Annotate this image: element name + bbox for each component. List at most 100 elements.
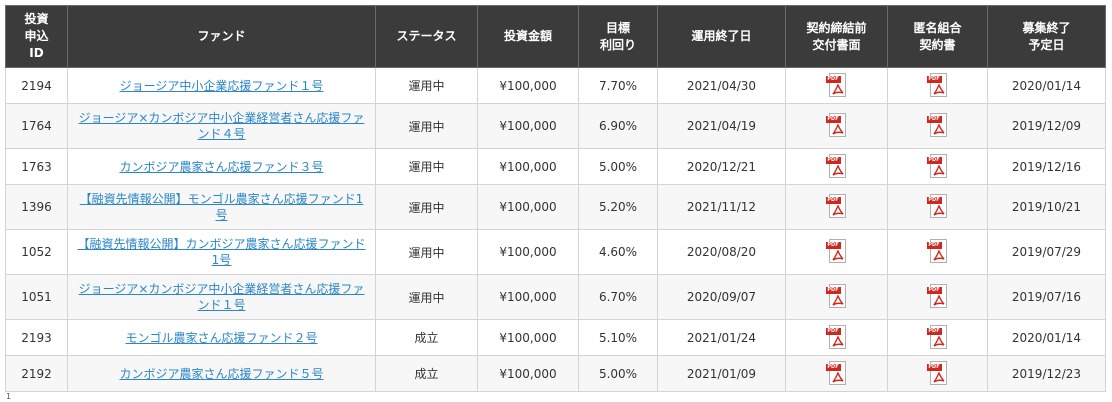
fund-link[interactable]: モンゴル農家さん応援ファンド２号 bbox=[125, 330, 318, 345]
cell-operation-end-date: 2020/09/07 bbox=[657, 274, 786, 320]
cell-target-yield: 6.90% bbox=[578, 103, 658, 149]
cell-target-yield: 5.00% bbox=[578, 148, 658, 185]
table-row: 1763 カンボジア農家さん応援ファンド３号 運用中 ¥100,000 5.00% 202… bbox=[5, 148, 1106, 185]
cell-operation-end-date: 2021/11/12 bbox=[657, 184, 786, 230]
cell-operation-end-date: 2021/01/24 bbox=[657, 319, 786, 356]
fund-link[interactable]: ジョージア×カンボジア中小企業経営者さん応援ファンド１号 bbox=[78, 282, 365, 312]
cell-fund: 【融資先情報公開】カンボジア農家さん応援ファンド1号 bbox=[67, 229, 376, 275]
contract-pdf-icon[interactable]: PDF bbox=[926, 324, 949, 351]
pdf-tag: PDF bbox=[926, 327, 942, 335]
cell-investment-amount: ¥100,000 bbox=[477, 355, 579, 392]
table-row: 1396 【融資先情報公開】モンゴル農家さん応援ファンド1号 運用中 ¥100,000… bbox=[5, 184, 1106, 230]
fund-link[interactable]: ジョージア中小企業応援ファンド１号 bbox=[119, 78, 324, 93]
contract-pdf-icon[interactable]: PDF bbox=[926, 284, 949, 310]
pdf-tag: PDF bbox=[825, 197, 841, 204]
cell-pre-contract-document: PDF bbox=[785, 319, 888, 356]
cell-partnership-contract: PDF bbox=[887, 319, 988, 356]
header-recruitment-close-date: 募集終了 予定日 bbox=[987, 5, 1106, 68]
cell-partnership-contract: PDF bbox=[887, 229, 988, 275]
cell-recruitment-close-date: 2019/12/09 bbox=[987, 103, 1106, 149]
table-row: 1764 ジョージア×カンボジア中小企業経営者さん応援ファンド４号 運用中 ¥100,… bbox=[5, 103, 1106, 149]
pdf-tag: PDF bbox=[825, 287, 841, 294]
header-target-yield: 目標 利回り bbox=[578, 5, 658, 68]
header-pre-contract-document: 契約締結前 交付書面 bbox=[785, 5, 888, 68]
cell-target-yield: 4.60% bbox=[578, 229, 658, 275]
cell-investment-id: 1051 bbox=[5, 274, 68, 320]
cell-fund: カンボジア農家さん応援ファンド３号 bbox=[67, 148, 376, 185]
fund-link[interactable]: 【融資先情報公開】カンボジア農家さん応援ファンド1号 bbox=[77, 237, 366, 267]
cell-fund: ジョージア×カンボジア中小企業経営者さん応援ファンド１号 bbox=[67, 274, 376, 320]
fund-link[interactable]: ジョージア×カンボジア中小企業経営者さん応援ファンド４号 bbox=[78, 111, 365, 141]
cell-partnership-contract: PDF bbox=[887, 148, 988, 185]
cell-investment-id: 1052 bbox=[5, 229, 68, 275]
pre-contract-pdf-icon[interactable]: PDF bbox=[825, 360, 848, 387]
cell-operation-end-date: 2021/04/19 bbox=[657, 103, 786, 149]
cell-partnership-contract: PDF bbox=[887, 355, 988, 392]
cell-investment-amount: ¥100,000 bbox=[477, 148, 579, 185]
cell-status: 成立 bbox=[375, 319, 478, 356]
cell-partnership-contract: PDF bbox=[887, 67, 988, 104]
fund-link[interactable]: カンボジア農家さん応援ファンド５号 bbox=[119, 366, 324, 381]
cell-target-yield: 5.00% bbox=[578, 355, 658, 392]
footnote: 1 bbox=[6, 392, 12, 401]
pdf-tag: PDF bbox=[926, 363, 942, 371]
contract-pdf-icon[interactable]: PDF bbox=[926, 113, 949, 139]
fund-link[interactable]: カンボジア農家さん応援ファンド３号 bbox=[119, 159, 324, 174]
fund-investment-table: 投資 申込 ID ファンド ステータス 投資金額 目標 利回り 運用終了日 契約締結前… bbox=[5, 5, 1106, 392]
header-investment-id: 投資 申込 ID bbox=[5, 5, 68, 68]
cell-partnership-contract: PDF bbox=[887, 274, 988, 320]
cell-recruitment-close-date: 2020/01/14 bbox=[987, 67, 1106, 104]
header-operation-end-date: 運用終了日 bbox=[657, 5, 786, 68]
table-row: 1051 ジョージア×カンボジア中小企業経営者さん応援ファンド１号 運用中 ¥100,… bbox=[5, 274, 1106, 320]
cell-pre-contract-document: PDF bbox=[785, 184, 888, 230]
cell-pre-contract-document: PDF bbox=[785, 67, 888, 104]
pdf-tag: PDF bbox=[926, 287, 942, 294]
cell-pre-contract-document: PDF bbox=[785, 103, 888, 149]
contract-pdf-icon[interactable]: PDF bbox=[926, 153, 949, 180]
cell-operation-end-date: 2021/01/09 bbox=[657, 355, 786, 392]
pre-contract-pdf-icon[interactable]: PDF bbox=[825, 194, 848, 220]
cell-status: 運用中 bbox=[375, 229, 478, 275]
contract-pdf-icon[interactable]: PDF bbox=[926, 239, 949, 265]
pre-contract-pdf-icon[interactable]: PDF bbox=[825, 324, 848, 351]
cell-pre-contract-document: PDF bbox=[785, 229, 888, 275]
pdf-tag: PDF bbox=[825, 75, 841, 83]
pre-contract-pdf-icon[interactable]: PDF bbox=[825, 113, 848, 139]
pre-contract-pdf-icon[interactable]: PDF bbox=[825, 239, 848, 265]
contract-pdf-icon[interactable]: PDF bbox=[926, 72, 949, 99]
cell-investment-id: 1763 bbox=[5, 148, 68, 185]
cell-investment-amount: ¥100,000 bbox=[477, 184, 579, 230]
pdf-tag: PDF bbox=[926, 197, 942, 204]
cell-pre-contract-document: PDF bbox=[785, 355, 888, 392]
table-row: 2194 ジョージア中小企業応援ファンド１号 運用中 ¥100,000 7.70% 202… bbox=[5, 67, 1106, 104]
cell-investment-amount: ¥100,000 bbox=[477, 229, 579, 275]
cell-investment-amount: ¥100,000 bbox=[477, 274, 579, 320]
pre-contract-pdf-icon[interactable]: PDF bbox=[825, 284, 848, 310]
cell-recruitment-close-date: 2020/01/14 bbox=[987, 319, 1106, 356]
cell-partnership-contract: PDF bbox=[887, 184, 988, 230]
pre-contract-pdf-icon[interactable]: PDF bbox=[825, 153, 848, 180]
contract-pdf-icon[interactable]: PDF bbox=[926, 360, 949, 387]
cell-recruitment-close-date: 2019/07/16 bbox=[987, 274, 1106, 320]
cell-operation-end-date: 2020/12/21 bbox=[657, 148, 786, 185]
pre-contract-pdf-icon[interactable]: PDF bbox=[825, 72, 848, 99]
pdf-tag: PDF bbox=[825, 116, 841, 123]
cell-target-yield: 5.20% bbox=[578, 184, 658, 230]
contract-pdf-icon[interactable]: PDF bbox=[926, 194, 949, 220]
cell-operation-end-date: 2020/08/20 bbox=[657, 229, 786, 275]
pdf-tag: PDF bbox=[825, 242, 841, 249]
table-header-row: 投資 申込 ID ファンド ステータス 投資金額 目標 利回り 運用終了日 契約締結前… bbox=[5, 5, 1106, 68]
header-investment-amount: 投資金額 bbox=[477, 5, 579, 68]
cell-partnership-contract: PDF bbox=[887, 103, 988, 149]
header-partnership-contract: 匿名組合 契約書 bbox=[887, 5, 988, 68]
cell-status: 運用中 bbox=[375, 67, 478, 104]
cell-fund: カンボジア農家さん応援ファンド５号 bbox=[67, 355, 376, 392]
cell-status: 運用中 bbox=[375, 274, 478, 320]
fund-link[interactable]: 【融資先情報公開】モンゴル農家さん応援ファンド1号 bbox=[79, 192, 364, 222]
cell-investment-id: 2194 bbox=[5, 67, 68, 104]
cell-fund: 【融資先情報公開】モンゴル農家さん応援ファンド1号 bbox=[67, 184, 376, 230]
cell-pre-contract-document: PDF bbox=[785, 274, 888, 320]
cell-pre-contract-document: PDF bbox=[785, 148, 888, 185]
pdf-tag: PDF bbox=[926, 116, 942, 123]
cell-operation-end-date: 2021/04/30 bbox=[657, 67, 786, 104]
